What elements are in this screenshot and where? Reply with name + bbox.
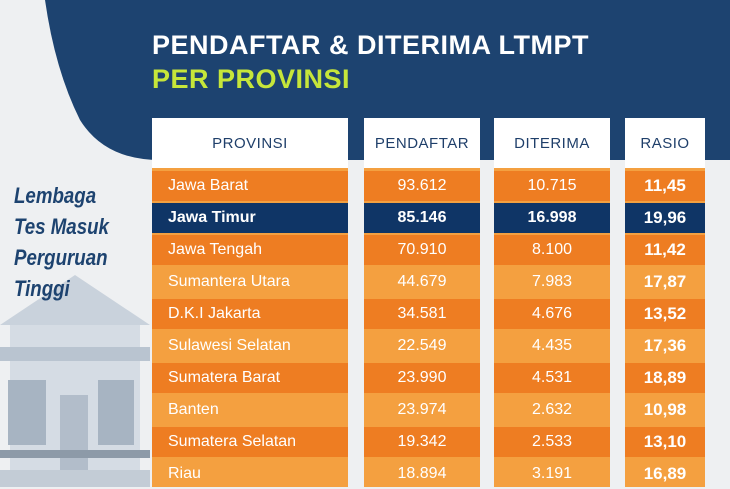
row-stripe	[625, 427, 705, 457]
row-stripe	[494, 427, 610, 457]
row-stripe	[494, 299, 610, 329]
province-cell: D.K.I Jakarta	[168, 305, 261, 322]
rasio-cell: 19,96	[625, 203, 705, 233]
province-cell: Sumatera Barat	[168, 369, 281, 386]
rasio-cell: 11,45	[644, 176, 686, 195]
diterima-cell: 4.435	[531, 337, 573, 354]
province-cell: Sulawesi Selatan	[168, 337, 291, 354]
row-stripe	[152, 171, 348, 201]
row-stripe	[364, 235, 480, 265]
column-diterima: DITERIMA 10.715 16.998 8.100 7.983 4.676 4.43…	[494, 118, 610, 487]
row-stripe	[364, 171, 480, 201]
row-stripe	[625, 299, 705, 329]
row-stripe	[494, 363, 610, 393]
rasio-cell: 16,89	[643, 464, 687, 483]
column-header: PROVINSI	[152, 118, 348, 168]
province-cell: Jawa Barat	[168, 177, 249, 194]
diterima-cell: 4.531	[531, 369, 573, 386]
title-line-1: PENDAFTAR & DITERIMA LTMPT	[152, 30, 589, 60]
diterima-cell: 16.998	[494, 203, 610, 233]
pendaftar-cell: 34.581	[397, 305, 447, 322]
row-stripe	[152, 363, 348, 393]
row-stripe	[625, 171, 705, 201]
side-caption: Lembaga Tes Masuk Perguruan Tinggi	[14, 180, 149, 304]
row-stripe	[625, 235, 705, 265]
pendaftar-cell: 23.990	[397, 369, 447, 386]
side-caption-line: Tes Masuk	[14, 214, 109, 239]
pendaftar-cell: 93.612	[397, 177, 447, 194]
diterima-cell: 2.533	[531, 433, 573, 450]
row-stripe	[152, 427, 348, 457]
diterima-cell: 2.632	[531, 401, 573, 418]
diterima-cell: 7.983	[531, 273, 573, 290]
pendaftar-cell: 23.974	[397, 401, 447, 418]
province-cell: Sumatera Selatan	[168, 433, 297, 450]
column-rasio: RASIO 11,45 19,96 11,42 17,87 13,52 17,36 18,8…	[625, 118, 705, 487]
house-illustration	[0, 275, 150, 487]
pendaftar-cell: 18.894	[397, 465, 447, 482]
side-caption-line: Lembaga	[14, 183, 97, 208]
row-stripe	[494, 235, 610, 265]
row-stripe	[152, 235, 348, 265]
pendaftar-cell: 85.146	[364, 203, 480, 233]
row-stripe	[625, 363, 705, 393]
pendaftar-cell: 70.910	[397, 241, 447, 258]
side-caption-line: Perguruan	[14, 245, 108, 270]
rasio-cell: 18,89	[643, 368, 687, 387]
row-stripe	[364, 427, 480, 457]
diterima-cell: 8.100	[531, 241, 573, 258]
diterima-cell: 3.191	[531, 465, 573, 482]
column-header: RASIO	[625, 118, 705, 168]
column-pendaftar: PENDAFTAR 93.612 85.146 70.910 44.679 34.581…	[364, 118, 480, 487]
pendaftar-cell: 44.679	[397, 273, 447, 290]
rasio-cell: 13,10	[643, 432, 687, 451]
province-cell: Sumantera Utara	[168, 273, 290, 290]
row-stripe	[152, 299, 348, 329]
province-cell: Jawa Timur	[152, 203, 348, 233]
pendaftar-cell: 19.342	[397, 433, 447, 450]
row-stripe	[494, 171, 610, 201]
rasio-cell: 11,42	[644, 240, 686, 259]
row-stripe	[364, 299, 480, 329]
diterima-cell: 4.676	[531, 305, 573, 322]
rasio-cell: 10,98	[643, 400, 687, 419]
column-header: PENDAFTAR	[364, 118, 480, 168]
column-provinsi: PROVINSI Jawa Barat Jawa Timur Jawa Tengah…	[152, 118, 348, 487]
rasio-cell: 17,87	[643, 272, 687, 291]
province-cell: Riau	[168, 465, 201, 482]
rasio-cell: 13,52	[643, 304, 687, 323]
column-header: DITERIMA	[494, 118, 610, 168]
side-caption-line: Tinggi	[14, 276, 70, 301]
title-line-2: PER PROVINSI	[152, 64, 351, 94]
diterima-cell: 10.715	[527, 177, 577, 194]
province-cell: Jawa Tengah	[168, 241, 262, 258]
row-stripe	[364, 363, 480, 393]
rasio-cell: 17,36	[643, 336, 687, 355]
province-cell: Banten	[168, 401, 219, 418]
pendaftar-cell: 22.549	[397, 337, 447, 354]
